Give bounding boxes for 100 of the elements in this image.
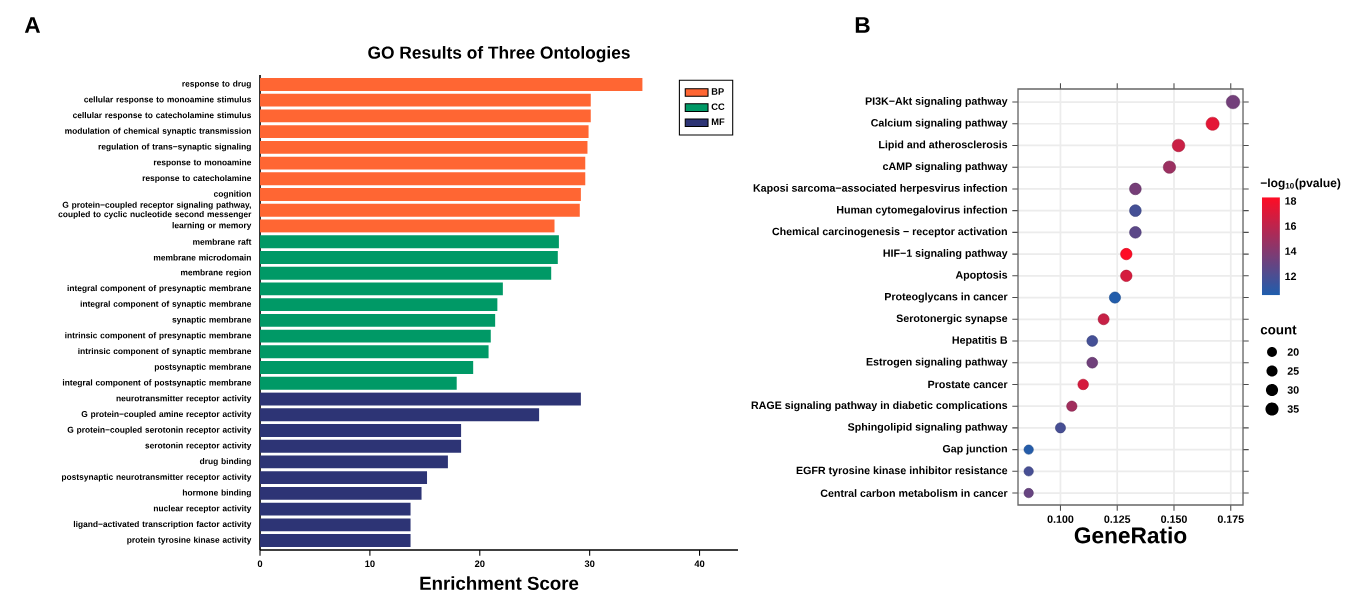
y-tick-label: integral component of synaptic membrane [80,300,252,309]
x-tick-label: 20 [474,560,485,567]
bar [260,361,474,374]
y-tick-label: Sphingolipid signaling pathway [847,422,1008,433]
y-tick-label: membrane raft [193,238,252,245]
chart-title: GO Results of Three Ontologies [368,46,630,63]
y-tick-label: Central carbon metabolism in cancer [820,489,1008,497]
y-tick-label: intrinsic component of presynaptic membrane [65,332,252,340]
y-tick-label: Proteoglycans in cancer [885,292,1008,303]
y-tick-label: G protein−coupled amine receptor activity [81,410,252,419]
bar [260,502,411,516]
bar [260,439,462,453]
x-tick-label: 30 [584,560,595,568]
y-tick-label: learning or memory [172,222,252,230]
y-tick-label: response to monoamine [153,159,252,167]
x-tick-label: 0.150 [1161,515,1187,523]
color-bar-label: 12 [1285,272,1297,281]
bar [260,156,586,170]
bar [260,251,558,264]
y-tick-label: Calcium signaling pathway [871,118,1008,129]
bar [260,471,428,485]
y-tick-label: Prostate cancer [928,380,1008,389]
bar [260,219,555,233]
x-axis-title: Enrichment Score [420,576,579,590]
x-tick-label: 0 [257,560,263,567]
y-tick-label: response to drug [182,80,251,89]
bar [260,329,491,343]
legend-label: 20 [1287,348,1299,356]
bar [260,392,581,406]
y-tick-label: cellular response to catecholamine stimulus [72,111,252,120]
y-tick-label: drug binding [199,457,251,466]
bar [260,518,411,532]
bar [260,486,422,500]
bar [260,266,552,280]
bar [260,140,588,154]
y-tick-label: protein tyrosine kinase activity [127,536,252,545]
bar [260,313,496,327]
y-tick-label: serotonin receptor activity [145,442,252,451]
y-tick-label: Kaposi sarcoma−associated herpesvirus infection [753,183,1007,194]
legend-label: 25 [1287,367,1299,375]
x-tick-label: 10 [365,560,375,567]
bar [260,282,503,296]
y-tick-label: EGFR tyrosine kinase inhibitor resistance [796,466,1008,477]
bar [260,235,559,249]
y-tick-label: Hepatitis B [952,336,1008,346]
y-tick-label: synaptic membrane [172,316,252,325]
text: B [855,17,870,33]
color-bar-label: 18 [1285,197,1297,205]
y-tick-label: nuclear receptor activity [153,505,252,514]
y-tick-label: integral component of presynaptic membrane [67,284,252,293]
y-tick-label: Lipid and atherosclerosis [879,140,1008,151]
bar [260,345,489,359]
y-tick-label: PI3K−Akt signaling pathway [865,97,1008,108]
legend-label: CC [711,103,725,110]
y-tick-label: regulation of trans−synaptic signaling [98,143,251,152]
y-tick-label: Estrogen signaling pathway [866,357,1008,368]
y-tick-label: G protein−coupled serotonin receptor activity [67,426,252,435]
bar [260,172,586,186]
legend-label: BP [711,88,724,95]
bar [260,298,498,312]
y-tick-label: integral component of postsynaptic membrane [62,379,252,388]
y-tick-label: cellular response to monoamine stimulus [84,96,252,105]
y-tick-label: Apoptosis [955,270,1008,281]
color-bar-label: 14 [1285,247,1297,255]
text: A [24,17,41,33]
bar [260,109,591,123]
y-tick-label: Human cytomegalovirus infection [837,205,1007,216]
y-tick-label: Chemical carcinogenesis − receptor activation [772,227,1007,238]
y-tick-label: HIF−1 signaling pathway [883,249,1008,260]
x-tick-label: 0.100 [1047,515,1074,523]
color-bar-title: −log$_{10}$(pvalue) [1260,178,1341,190]
legend-label: 30 [1287,386,1299,394]
bar [260,125,589,139]
y-tick-label: modulation of chemical synaptic transmission [65,127,251,136]
y-tick-label: Gap junction [942,444,1007,455]
bar [260,534,411,548]
y-tick-label: intrinsic component of synaptic membrane [78,347,252,356]
y-tick-label: cognition [213,190,251,199]
y-tick-label: ligand−activated transcription factor activity [73,520,252,529]
legend-label: MF [711,118,725,125]
bar [260,203,580,217]
y-tick-label: neurotransmitter receptor activity [116,395,252,403]
bar [260,455,448,469]
bar [260,188,581,201]
x-tick-label: 0.175 [1217,515,1244,523]
x-tick-label: 40 [694,560,705,567]
legend-label: 35 [1287,405,1299,413]
color-bar-label: 16 [1285,222,1297,230]
bar [260,408,540,422]
y-tick-label: RAGE signaling pathway in diabetic complications [751,401,1008,412]
bar [260,93,591,107]
x-tick-label: 0.125 [1104,515,1131,523]
bar [260,376,457,390]
y-tick-label: membrane region [180,269,251,278]
y-tick-label: response to catecholamine [142,174,252,183]
y-tick-label: membrane microdomain [153,254,251,261]
legend-title: count [1260,325,1297,335]
bar [260,424,462,437]
x-axis-title: GeneRatio [1074,526,1187,544]
bar [260,77,643,91]
